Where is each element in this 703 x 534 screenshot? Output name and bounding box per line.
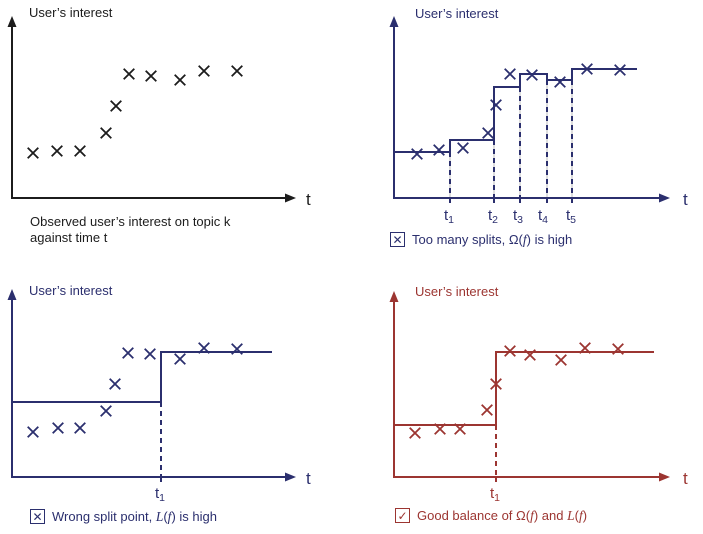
panel-wrong-split: User’s interest t t1 ✕ Wrong split point, L(…: [0, 267, 352, 534]
y-axis-arrow-icon: [7, 289, 17, 300]
chart-too-many-splits: User’s interest t t1 t2 t3 t4 t5: [389, 6, 688, 226]
scatter-points: [27, 342, 243, 438]
x-axis-label: t: [306, 469, 311, 488]
x-axis-arrow-icon: [659, 472, 670, 482]
y-axis-arrow-icon: [7, 16, 17, 27]
axes: [389, 16, 670, 203]
x-axis-label: t: [683, 190, 688, 209]
axes: [389, 291, 670, 482]
tick-label-t3: t3: [513, 207, 523, 226]
tick-label-t2: t2: [488, 207, 498, 226]
checkbox-check-icon: ✓: [395, 508, 410, 524]
axes: [7, 289, 296, 482]
chart-observed: User’s interest t: [7, 5, 311, 209]
y-axis-label: User’s interest: [29, 5, 113, 20]
caption-text: Wrong split point, L(f) is high: [52, 509, 217, 524]
caption-too-many-splits: ✕ Too many splits, Ω(f) is high: [390, 232, 572, 248]
step-function: [394, 68, 637, 153]
tick-label-t4: t4: [538, 207, 548, 226]
axes: [7, 16, 296, 203]
x-axis-label: t: [683, 469, 688, 488]
x-axis-arrow-icon: [285, 472, 296, 482]
caption-wrong-split: ✕ Wrong split point, L(f) is high: [30, 509, 217, 525]
scatter-points: [27, 65, 243, 159]
caption-good-balance: ✓ Good balance of Ω(f) and L(f): [395, 508, 587, 524]
checkbox-x-icon: ✕: [30, 509, 45, 525]
panel-too-many-splits: User’s interest t t1 t2 t3 t4 t5 ✕ Too many spli…: [352, 0, 703, 267]
scatter-points: [411, 63, 626, 160]
caption-text: Too many splits, Ω(f) is high: [412, 232, 573, 247]
y-axis-arrow-icon: [389, 16, 399, 27]
scatter-points: [409, 342, 624, 439]
y-axis-label: User’s interest: [415, 284, 499, 299]
y-axis-arrow-icon: [389, 291, 399, 302]
y-axis-label: User’s interest: [415, 6, 499, 21]
x-axis-label: t: [306, 190, 311, 209]
caption-observed: Observed user’s interest on topic k again…: [30, 214, 230, 245]
tick-label-t5: t5: [566, 207, 576, 226]
checkbox-x-icon: ✕: [390, 232, 405, 248]
chart-wrong-split: User’s interest t t1: [7, 283, 311, 504]
y-axis-label: User’s interest: [29, 283, 113, 298]
tick-label-t1: t1: [155, 485, 165, 504]
x-axis-arrow-icon: [285, 193, 296, 203]
tick-label-t1: t1: [444, 207, 454, 226]
panel-good-balance: User’s interest t t1 ✓ Good balance of Ω(f) …: [352, 267, 703, 534]
x-axis-arrow-icon: [659, 193, 670, 203]
step-function: [394, 351, 654, 426]
caption-text: Observed user’s interest on topic k again…: [30, 214, 231, 245]
chart-good-balance: User’s interest t t1: [389, 284, 688, 504]
step-function: [12, 351, 272, 403]
tick-label-t1: t1: [490, 485, 500, 504]
panel-observed: User’s interest t Observed user’s interest…: [0, 0, 352, 267]
caption-text: Good balance of Ω(f) and L(f): [417, 508, 588, 523]
